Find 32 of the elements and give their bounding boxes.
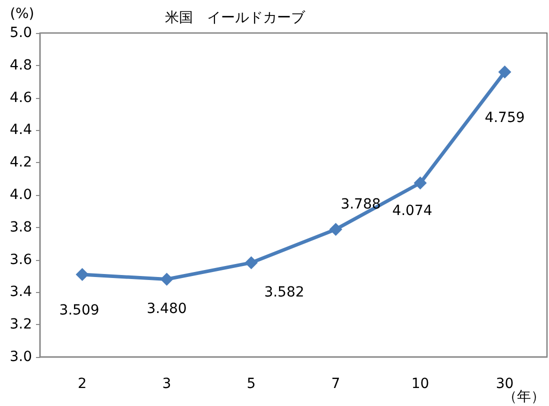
y-tick-label: 3.2 bbox=[10, 316, 32, 333]
x-axis-title: （年） bbox=[503, 389, 545, 405]
data-label: 3.480 bbox=[146, 301, 187, 318]
chart-title: 米国 イールドカーブ bbox=[165, 10, 306, 26]
y-tick-label: 4.8 bbox=[10, 57, 32, 74]
point bbox=[498, 66, 512, 79]
y-tick-label: 3.4 bbox=[10, 284, 32, 300]
y-tick-label: 4.0 bbox=[10, 187, 32, 203]
point bbox=[76, 268, 89, 282]
point bbox=[414, 176, 427, 190]
x-tick-label: 3 bbox=[162, 376, 172, 392]
x-tick-label: 5 bbox=[246, 376, 256, 392]
point bbox=[244, 256, 258, 270]
x-tick-label: 30 bbox=[496, 376, 514, 392]
data-label: 4.074 bbox=[392, 203, 432, 220]
x-tick-label: 10 bbox=[411, 376, 430, 392]
y-axis-title: (%) bbox=[10, 6, 34, 22]
x-tick-label: 7 bbox=[331, 376, 340, 392]
y-tick-label: 4.4 bbox=[10, 122, 32, 138]
data-label: 3.509 bbox=[59, 302, 100, 319]
y-tick-label: 5.0 bbox=[10, 25, 32, 41]
y-tick-label: 4.2 bbox=[10, 154, 32, 171]
y-tick-label: 3.6 bbox=[10, 252, 32, 268]
y-tick-label: 3.8 bbox=[10, 219, 32, 236]
y-tick-label: 3.0 bbox=[10, 349, 32, 365]
data-label: 3.788 bbox=[340, 196, 381, 212]
point bbox=[329, 222, 342, 236]
y-tick-label: 4.6 bbox=[10, 90, 32, 106]
point bbox=[160, 272, 174, 286]
data-label: 4.759 bbox=[484, 110, 525, 126]
data-label: 3.582 bbox=[264, 284, 304, 301]
x-tick-label: 2 bbox=[78, 376, 87, 392]
